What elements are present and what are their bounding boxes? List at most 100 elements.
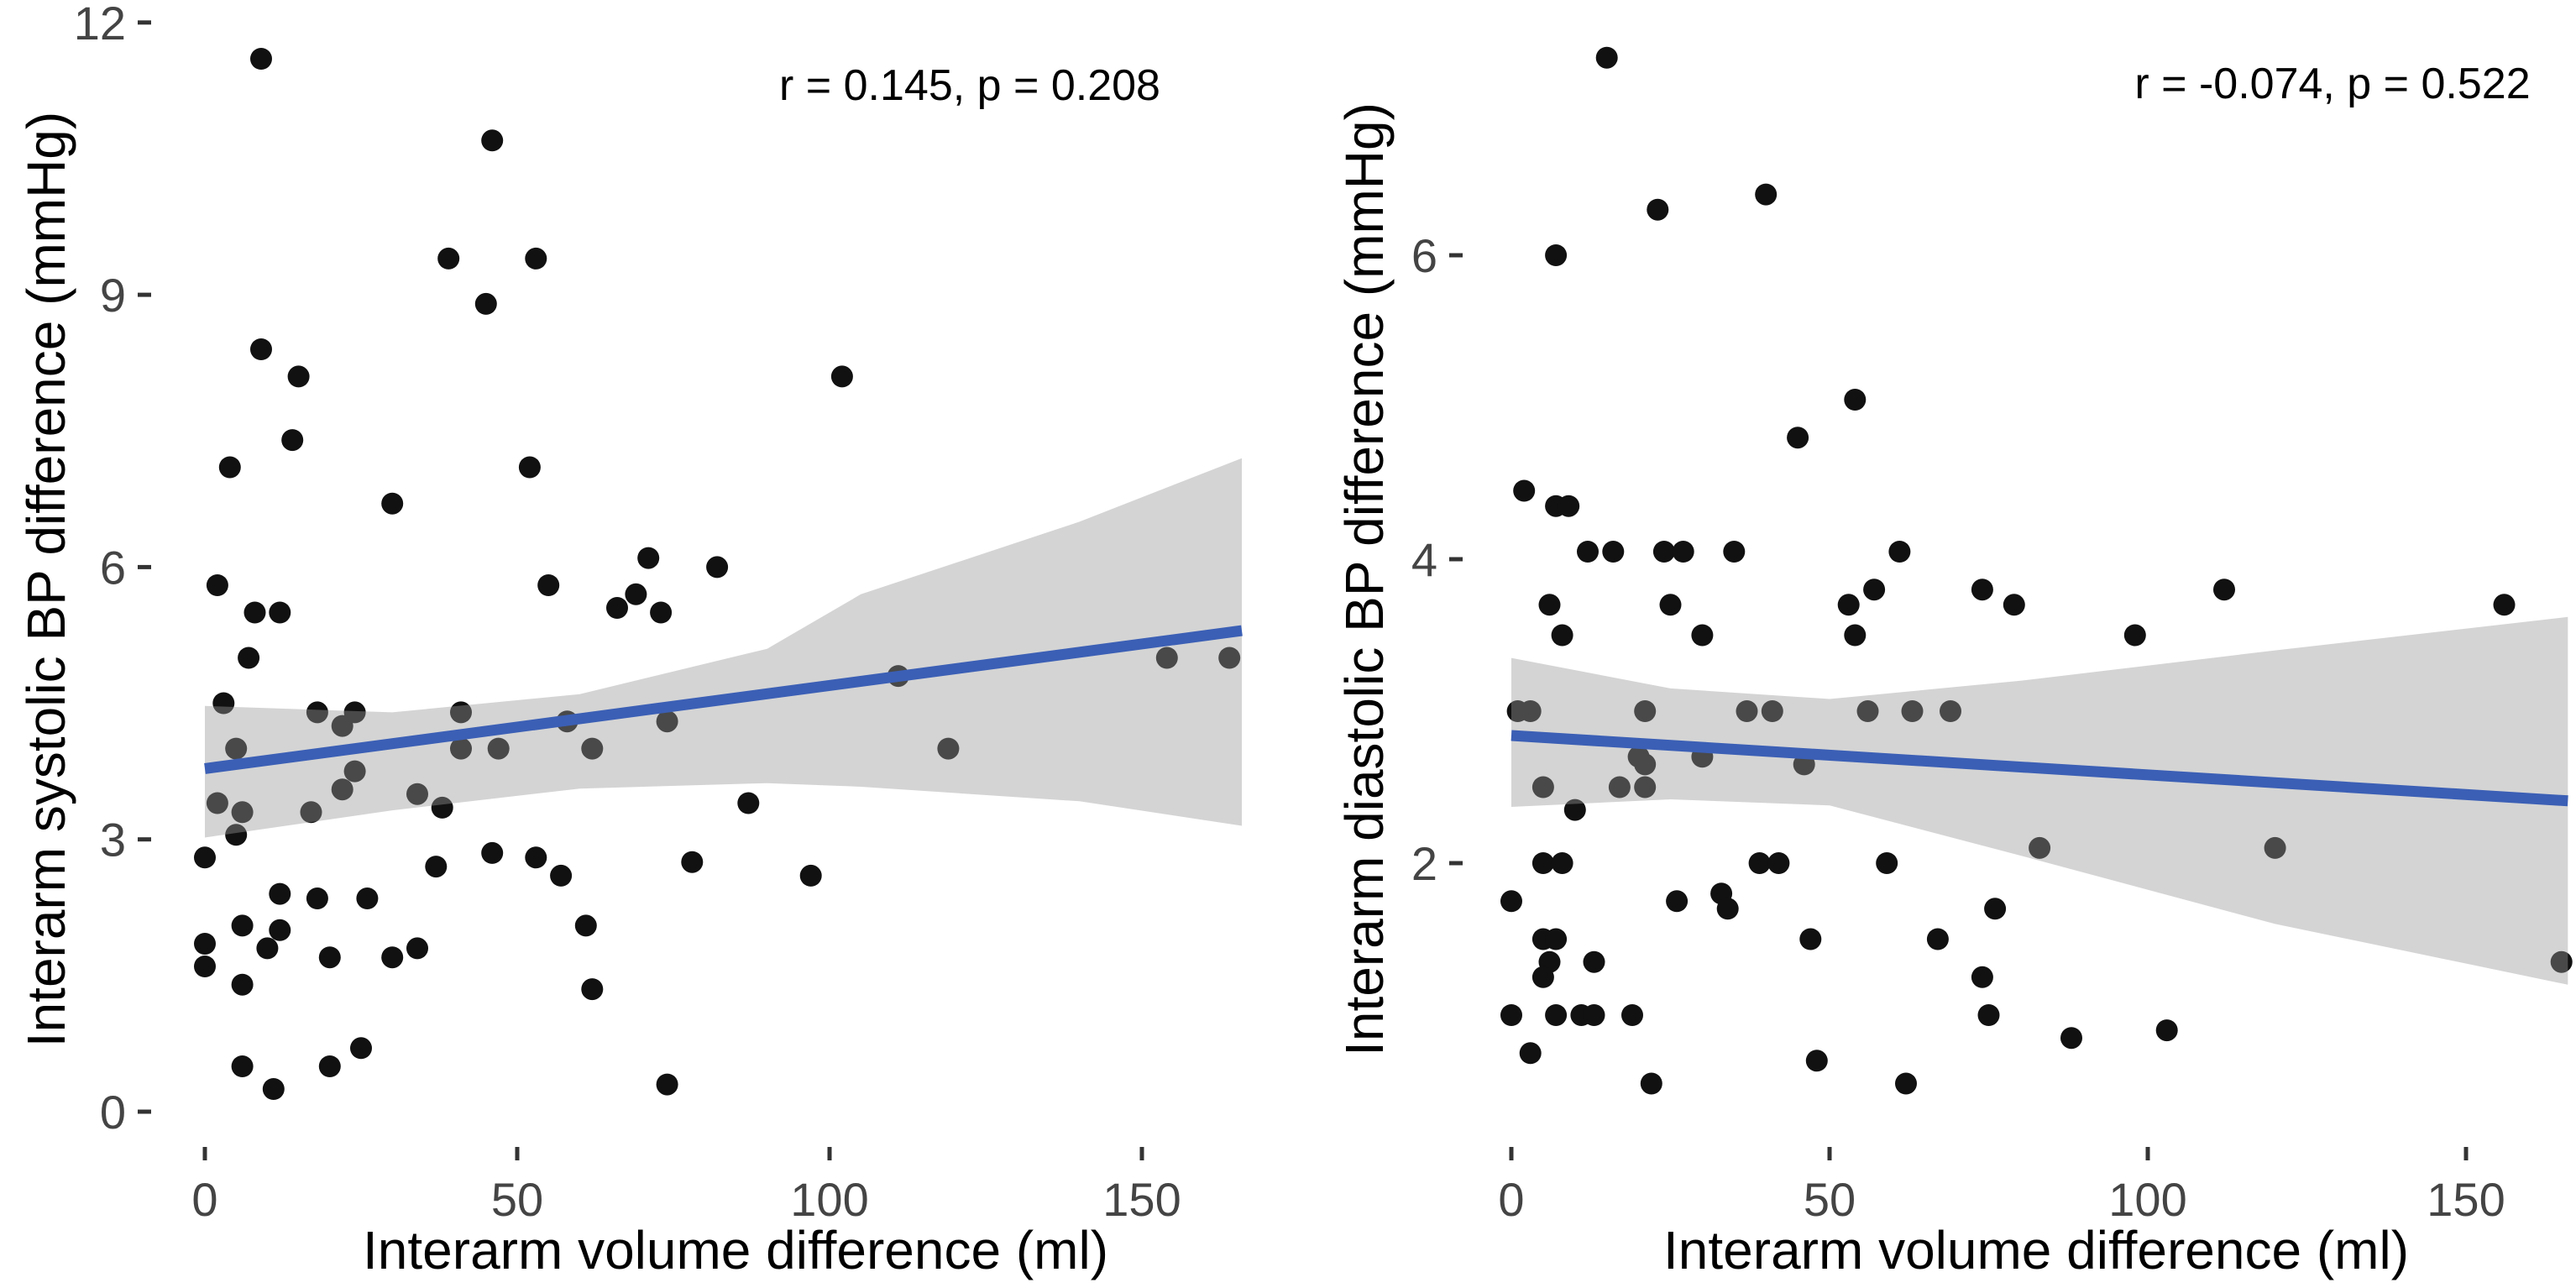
data-point [212,692,235,715]
data-point [1595,46,1618,69]
data-point [581,978,604,1001]
data-point [581,737,604,760]
data-point [256,937,279,960]
data-point [218,456,241,479]
data-point [287,365,310,388]
data-point [1672,541,1694,563]
data-point [425,856,448,878]
data-point [1551,852,1573,874]
data-point [550,864,573,887]
data-point [2003,594,2025,616]
scatter-plot-diastolic: 0 50 100 150 2 4 6 [1411,46,2573,1226]
x-tick-label: 150 [1102,1173,1181,1226]
data-point [238,647,260,669]
data-point [474,292,497,315]
y-tick-mark [138,20,151,25]
data-point [250,48,272,70]
data-point [706,556,729,579]
data-point [1583,950,1605,973]
data-point [350,1037,372,1060]
data-point [1608,776,1631,798]
data-point [1545,244,1568,266]
data-point [1563,798,1586,821]
x-tick-mark [2145,1147,2150,1160]
data-point [656,710,678,733]
y-tick-mark [1449,861,1463,866]
confidence-band [1511,616,2568,985]
x-tick-label: 0 [1498,1173,1524,1226]
y-tick-mark [1449,253,1463,258]
data-point [250,338,272,360]
data-point [1736,700,1758,722]
x-tick-label: 150 [2427,1173,2505,1226]
data-point [1531,852,1554,874]
y-tick-label: 4 [1411,533,1437,586]
data-point [269,601,291,624]
y-tick-label: 9 [100,269,126,322]
data-point [518,456,541,479]
data-point [318,1055,341,1077]
data-point [381,492,404,515]
data-point [1652,541,1675,563]
x-tick-label: 0 [191,1173,217,1226]
x-tick-mark [202,1147,207,1160]
data-point [243,601,266,624]
data-point [1837,594,1860,616]
y-tick-label: 2 [1411,837,1437,890]
data-point [606,597,628,619]
data-point [343,701,366,724]
data-point [1844,389,1867,411]
data-point [318,946,341,969]
data-point [1583,1004,1605,1026]
x-tick-label: 50 [491,1173,543,1226]
data-point [356,887,379,909]
data-point [231,973,254,996]
data-point [1218,647,1241,669]
data-point [225,737,248,760]
x-tick-mark [1827,1147,1832,1160]
x-tick-mark [1139,1147,1144,1160]
data-point [1647,198,1669,221]
data-point [1971,579,1993,601]
data-point [1519,700,1542,722]
x-axis-title-systolic: Interarm volume difference (ml) [363,1220,1108,1280]
data-point [1805,1050,1828,1072]
data-point [537,574,560,596]
data-point [262,1078,285,1100]
data-point [1799,928,1822,950]
data-point [306,701,328,724]
data-point [1500,890,1522,913]
data-point [281,429,304,452]
data-point [1519,1042,1542,1065]
y-tick-label: 0 [100,1086,126,1139]
confidence-band [205,458,1242,838]
data-point [1602,541,1625,563]
data-point [231,914,254,937]
data-point [450,701,472,724]
data-point [1558,495,1580,517]
scatter-plot-systolic: 0 50 100 150 0 3 6 9 12 [74,0,1243,1226]
data-point [481,841,504,864]
regression-line [204,625,1243,774]
data-point [2123,624,2146,647]
data-point [1767,852,1790,874]
data-point [1531,966,1554,988]
data-point [1634,776,1657,798]
data-point [2155,1019,2178,1042]
data-point [1755,183,1778,206]
x-tick-mark [2463,1147,2469,1160]
x-tick-label: 50 [1804,1173,1856,1226]
data-point [331,778,353,801]
data-point [1500,1004,1522,1026]
data-point [625,583,647,605]
data-point [1634,700,1657,722]
y-tick-label: 6 [1411,229,1437,282]
data-point [269,882,291,905]
data-point [206,574,228,596]
data-point [1856,700,1879,722]
data-point [343,760,366,783]
data-point [937,737,960,760]
data-point [1621,1004,1643,1026]
data-point [1971,966,1993,988]
data-point [194,846,216,869]
